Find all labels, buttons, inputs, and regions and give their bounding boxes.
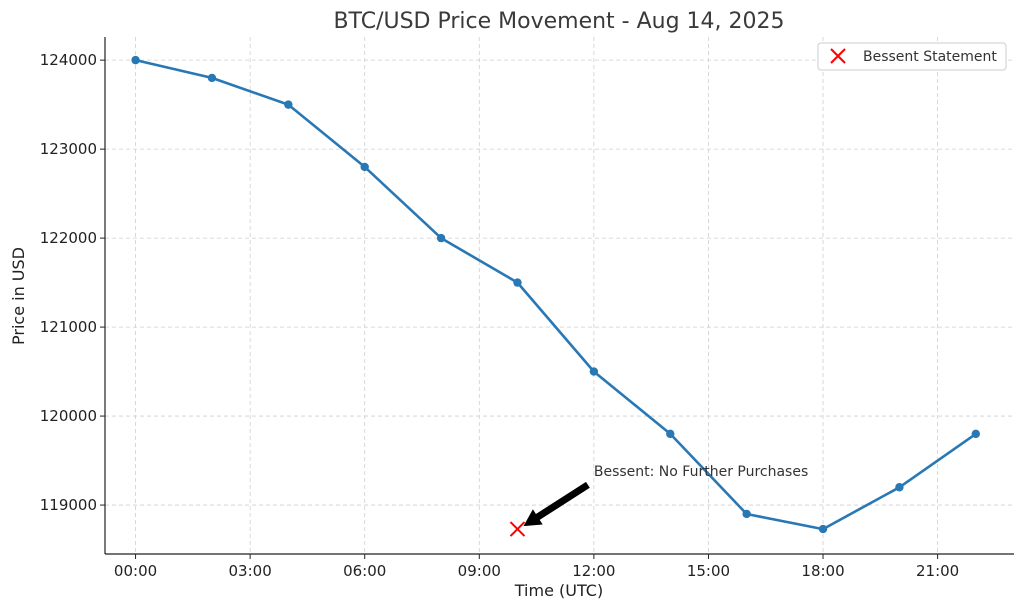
- data-point: [666, 429, 675, 439]
- data-point: [513, 278, 522, 287]
- x-tick-label: 21:00: [916, 562, 959, 580]
- event-x-marker: [509, 521, 526, 537]
- x-stroke: [830, 48, 846, 64]
- data-point: [818, 524, 828, 534]
- data-point: [360, 162, 369, 172]
- price-line: [135, 58, 977, 531]
- data-point: [131, 55, 140, 65]
- data-point: [436, 233, 446, 243]
- x-axis-ticks: 00:00 03:00 06:00 09:00 12:00 15:00 18:00 21:00: [114, 554, 959, 580]
- data-point: [284, 100, 293, 109]
- data-point: [971, 429, 981, 439]
- annotation-text: Bessent: No Further Purchases: [594, 464, 808, 480]
- y-tick-label: 121000: [40, 318, 97, 336]
- axes: [104, 37, 1014, 555]
- data-point: [895, 483, 904, 492]
- y-axis-ticks: 119000 120000 121000 122000 123000 124000: [40, 51, 105, 514]
- legend-x-marker: [830, 48, 846, 64]
- event-marker-group: [509, 521, 526, 537]
- price-series: [131, 55, 981, 534]
- x-tick-label: 06:00: [343, 562, 386, 580]
- y-tick-label: 123000: [40, 140, 97, 158]
- y-tick-label: 124000: [40, 51, 97, 69]
- legend: Bessent Statement: [817, 42, 1007, 71]
- data-point: [207, 73, 217, 83]
- x-stroke: [509, 521, 526, 537]
- legend-entry-bessent-statement: Bessent Statement: [863, 49, 997, 65]
- legend-box: [817, 42, 1007, 71]
- chart-title: BTC/USD Price Movement - Aug 14, 2025: [333, 9, 784, 34]
- x-tick-label: 00:00: [114, 562, 157, 580]
- y-tick-label: 122000: [40, 229, 97, 247]
- data-point: [589, 367, 599, 376]
- x-tick-label: 15:00: [687, 562, 730, 580]
- y-axis-label: Price in USD: [9, 247, 28, 345]
- x-tick-label: 09:00: [458, 562, 501, 580]
- y-tick-label: 120000: [40, 407, 97, 425]
- x-axis-label: Time (UTC): [514, 581, 603, 600]
- annotation-group: Bessent: No Further Purchases: [523, 464, 808, 527]
- data-point: [742, 509, 751, 519]
- annotation-arrow: [523, 481, 590, 527]
- x-tick-label: 03:00: [229, 562, 272, 580]
- x-tick-label: 12:00: [572, 562, 615, 580]
- legend-x-marker-icon: [830, 48, 846, 64]
- x-tick-label: 18:00: [801, 562, 844, 580]
- y-tick-label: 119000: [40, 496, 97, 514]
- grid-lines: [105, 37, 1014, 554]
